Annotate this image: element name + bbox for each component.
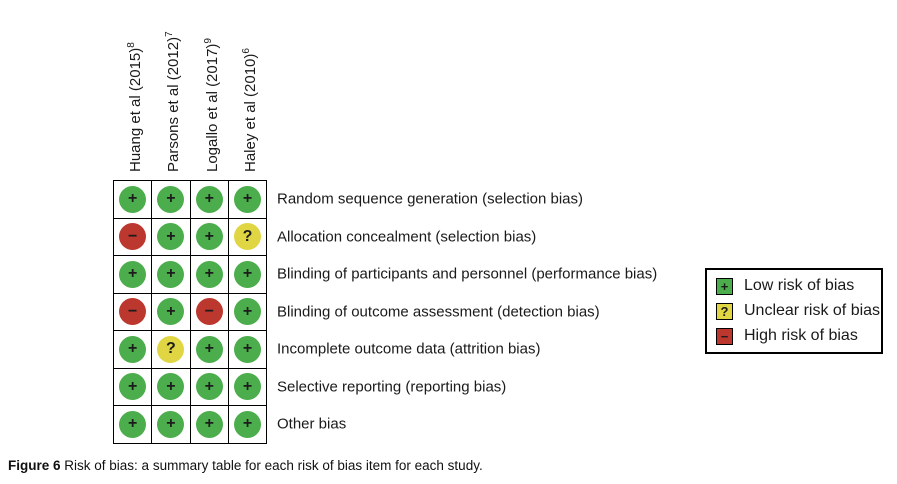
low-risk-marker: + bbox=[157, 410, 185, 438]
low-risk-marker: + bbox=[234, 298, 262, 326]
risk-cell-r4-c2: + bbox=[152, 293, 191, 331]
low-risk-marker: + bbox=[234, 335, 262, 363]
risk-cell-r2-c3: + bbox=[190, 218, 229, 256]
legend-item-low: + Low risk of bias bbox=[716, 274, 881, 299]
low-risk-marker: + bbox=[157, 298, 185, 326]
low-risk-marker: + bbox=[195, 260, 223, 288]
low-risk-marker: + bbox=[119, 185, 147, 213]
risk-cell-r1-c4: + bbox=[228, 181, 268, 219]
reference-superscript: 8 bbox=[126, 42, 138, 48]
low-risk-marker: + bbox=[234, 185, 262, 213]
risk-cell-r5-c3: + bbox=[190, 331, 229, 369]
risk-cell-r3-c3: + bbox=[190, 256, 229, 294]
risk-cell-r4-c1: − bbox=[114, 293, 153, 331]
unclear-risk-marker: ? bbox=[234, 223, 262, 251]
legend: + Low risk of bias? Unclear risk of bias − H… bbox=[705, 268, 883, 354]
risk-cell-r5-c4: + bbox=[228, 331, 268, 369]
unclear-risk-marker: ? bbox=[157, 335, 185, 363]
low-risk-marker: + bbox=[195, 185, 223, 213]
risk-cell-r6-c4: + bbox=[228, 368, 268, 406]
risk-cell-r7-c3: + bbox=[190, 406, 229, 444]
row-label-6: Selective reporting (reporting bias) bbox=[277, 378, 507, 396]
row-label-5: Incomplete outcome data (attrition bias) bbox=[277, 340, 541, 358]
row-label-2: Allocation concealment (selection bias) bbox=[277, 228, 537, 246]
low-risk-marker: + bbox=[157, 185, 185, 213]
low-risk-marker: + bbox=[157, 260, 185, 288]
risk-cell-r3-c2: + bbox=[152, 256, 191, 294]
high-risk-marker: − bbox=[119, 223, 147, 251]
risk-cell-r7-c4: + bbox=[228, 406, 268, 444]
risk-cell-r5-c2: ? bbox=[152, 331, 191, 369]
legend-item-unclear: ? Unclear risk of bias bbox=[716, 299, 881, 324]
row-label-1: Random sequence generation (selection bi… bbox=[277, 190, 584, 208]
unclear-risk-swatch: ? bbox=[716, 302, 733, 320]
risk-cell-r6-c3: + bbox=[190, 368, 229, 406]
low-risk-marker: + bbox=[195, 335, 223, 363]
low-risk-marker: + bbox=[119, 335, 147, 363]
risk-cell-r2-c4: ? bbox=[228, 218, 268, 256]
risk-cell-r4-c4: + bbox=[228, 293, 268, 331]
high-risk-marker: − bbox=[195, 298, 223, 326]
column-header-1: Huang et al (2015)8 bbox=[123, 42, 145, 172]
risk-cell-r2-c2: + bbox=[152, 218, 191, 256]
risk-cell-r3-c1: + bbox=[114, 256, 153, 294]
figure-caption-label: Figure 6 bbox=[8, 458, 61, 473]
column-header-4: Haley et al (2010)6 bbox=[238, 48, 260, 172]
figure-caption: Figure 6 Risk of bias: a summary table f… bbox=[8, 458, 483, 473]
reference-superscript: 7 bbox=[164, 31, 176, 37]
legend-item-high: − High risk of bias bbox=[716, 324, 881, 349]
legend-label: High risk of bias bbox=[744, 327, 858, 344]
low-risk-marker: + bbox=[195, 410, 223, 438]
low-risk-marker: + bbox=[119, 373, 147, 401]
risk-cell-r7-c2: + bbox=[152, 406, 191, 444]
risk-cell-r6-c1: + bbox=[114, 368, 153, 406]
risk-cell-r2-c1: − bbox=[114, 218, 153, 256]
risk-cell-r4-c3: − bbox=[190, 293, 229, 331]
legend-label: Unclear risk of bias bbox=[744, 302, 881, 319]
risk-cell-r1-c3: + bbox=[190, 181, 229, 219]
low-risk-marker: + bbox=[157, 223, 185, 251]
low-risk-marker: + bbox=[234, 410, 262, 438]
low-risk-marker: + bbox=[234, 260, 262, 288]
risk-cell-r1-c1: + bbox=[114, 181, 153, 219]
low-risk-swatch: + bbox=[716, 277, 733, 295]
study-name: Logallo et al (2017) bbox=[203, 43, 221, 172]
figure-caption-text: Risk of bias: a summary table for each r… bbox=[64, 458, 483, 473]
risk-cell-r5-c1: + bbox=[114, 331, 153, 369]
risk-cell-r6-c2: + bbox=[152, 368, 191, 406]
low-risk-marker: + bbox=[234, 373, 262, 401]
row-label-3: Blinding of participants and personnel (… bbox=[277, 265, 658, 283]
risk-cell-r7-c1: + bbox=[114, 406, 153, 444]
low-risk-marker: + bbox=[195, 373, 223, 401]
column-header-2: Parsons et al (2012)7 bbox=[161, 31, 183, 172]
low-risk-marker: + bbox=[119, 410, 147, 438]
row-label-4: Blinding of outcome assessment (detectio… bbox=[277, 303, 600, 321]
risk-cell-r1-c2: + bbox=[152, 181, 191, 219]
study-name: Haley et al (2010) bbox=[242, 53, 260, 172]
risk-of-bias-grid: + + + + − + +? + + + + − + − + +? + + + + + + + + + + bbox=[113, 180, 268, 444]
legend-label: Low risk of bias bbox=[744, 277, 855, 294]
column-header-3: Logallo et al (2017)9 bbox=[200, 38, 222, 172]
reference-superscript: 6 bbox=[241, 48, 253, 54]
reference-superscript: 9 bbox=[202, 38, 214, 44]
low-risk-marker: + bbox=[119, 260, 147, 288]
risk-cell-r3-c4: + bbox=[228, 256, 268, 294]
low-risk-marker: + bbox=[157, 373, 185, 401]
row-label-7: Other bias bbox=[277, 415, 347, 433]
high-risk-swatch: − bbox=[716, 327, 733, 345]
low-risk-marker: + bbox=[195, 223, 223, 251]
study-name: Parsons et al (2012) bbox=[165, 36, 183, 172]
high-risk-marker: − bbox=[119, 298, 147, 326]
study-name: Huang et al (2015) bbox=[127, 47, 145, 172]
